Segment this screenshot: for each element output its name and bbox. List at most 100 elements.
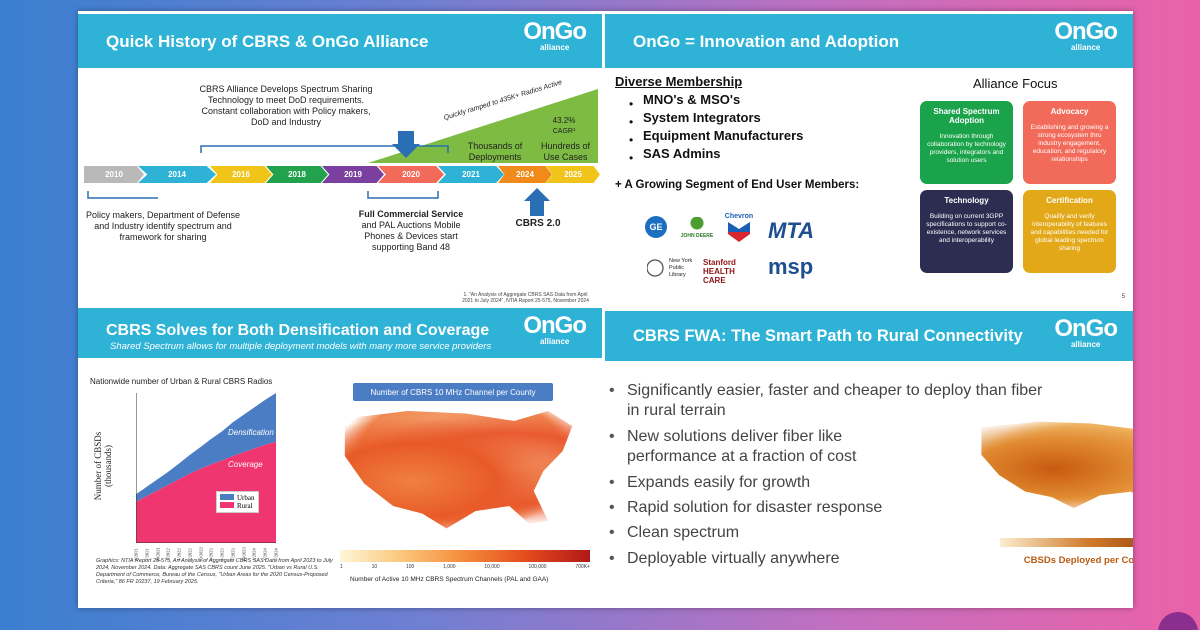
note-left: Policy makers, Department of Defense and…: [85, 210, 241, 242]
focus-adoption: Shared Spectrum Adoption Innovation throu…: [920, 101, 1013, 184]
ongo-logo: OnGo alliance: [1054, 315, 1118, 349]
year-2019: 2019: [322, 166, 384, 183]
focus-body: Innovation through collaboration by tech…: [927, 133, 1006, 164]
densification-header: CBRS Solves for Both Densification and C…: [78, 308, 602, 358]
fwa-bullet: Clean spectrum: [609, 523, 739, 543]
member-item: SAS Admins: [643, 146, 721, 161]
ongo-logo: OnGo alliance: [1054, 18, 1118, 52]
nypl-logo: New York Public Library: [647, 258, 697, 279]
growth-ramp: [368, 89, 598, 163]
focus-advocacy: Advocacy Establishing and growing a stron…: [1023, 101, 1116, 184]
legend-rural-label: Rural: [237, 502, 253, 510]
focus-body: Establishing and growing a strong ecosys…: [1030, 124, 1109, 163]
quadrant-densification: CBRS Solves for Both Densification and C…: [78, 308, 602, 608]
focus-certification: Certification Qualify and verify interope…: [1023, 190, 1116, 273]
credits: Graphics: NTIA Report 25-575, An Analysi…: [96, 558, 333, 585]
map-title: Number of CBRS 10 MHz Channel per County: [353, 383, 553, 401]
stanford-logo: Stanford HEALTH CARE: [703, 258, 736, 285]
logo-sub: alliance: [1070, 340, 1101, 349]
fwa-bullet: New solutions deliver fiber like perform…: [609, 427, 897, 467]
focus-body: Building on current 3GPP specifications …: [926, 213, 1007, 244]
quadrant-fwa: CBRS FWA: The Smart Path to Rural Connec…: [605, 308, 1133, 608]
logo-sub: alliance: [1070, 43, 1101, 52]
commercial-body: and PAL Auctions Mobile Phones & Devices…: [361, 220, 461, 252]
cbsd-map-label: CBSDs Deployed per County: [1023, 555, 1133, 566]
scale-label: Number of Active 10 MHz CBRS Spectrum Ch…: [350, 576, 549, 583]
logo-text: OnGo: [1054, 18, 1118, 45]
ge-logo: GE: [645, 216, 667, 238]
year-2021: 2021: [438, 166, 504, 183]
bracket-top: [200, 145, 449, 153]
legend-urban: Urban: [220, 494, 255, 502]
channel-county-map: [344, 411, 573, 529]
scale-tick: 1,000: [443, 564, 456, 570]
cagr-label: CAGR¹: [552, 128, 576, 135]
logo-text: OnGo: [523, 312, 587, 339]
fwa-bullet: Expands easily for growth: [609, 473, 810, 493]
innovation-header: OnGo = Innovation and Adoption OnGo allia…: [605, 14, 1133, 68]
note-top: CBRS Alliance Develops Spectrum Sharing …: [199, 84, 373, 127]
footnote: 1. "An Analysis of Aggregate CBRS SAS Da…: [462, 292, 589, 303]
history-header: Quick History of CBRS & OnGo Alliance On…: [78, 14, 602, 68]
radios-area-chart: [136, 393, 276, 543]
slide: Quick History of CBRS & OnGo Alliance On…: [78, 11, 1133, 608]
timeline: 2010 2014 2016 2018 2019 2020 2021 2024 …: [84, 166, 600, 183]
year-2018: 2018: [266, 166, 328, 183]
member-item: System Integrators: [643, 110, 761, 125]
cagr-value: 43.2%: [552, 116, 576, 125]
year-2016: 2016: [210, 166, 272, 183]
focus-title: Shared Spectrum Adoption: [933, 107, 1000, 125]
chart-legend: Urban Rural: [216, 491, 259, 513]
scale-tick: 10,000: [484, 564, 500, 570]
growing-text: + A Growing Segment of End User Members:: [615, 179, 860, 191]
focus-heading: Alliance Focus: [973, 76, 1058, 91]
area-label-coverage: Coverage: [228, 460, 263, 469]
scale-tick: 700K+: [575, 564, 590, 570]
scale-tick: 100,000: [528, 564, 547, 570]
history-title: Quick History of CBRS & OnGo Alliance: [106, 32, 429, 51]
commercial-title: Full Commercial Service: [358, 209, 464, 219]
year-2010: 2010: [84, 166, 144, 183]
bracket-left: [87, 191, 158, 199]
chart-ylabel: Number of CBSDs (thousands): [93, 431, 113, 501]
year-2020: 2020: [378, 166, 444, 183]
focus-title: Advocacy: [1050, 107, 1089, 116]
page-number: 5: [1121, 294, 1125, 300]
focus-body: Qualify and verify interoperability of f…: [1030, 213, 1109, 252]
history-graphic: [87, 89, 598, 216]
scale-tick: 10: [371, 564, 378, 570]
innovation-title: OnGo = Innovation and Adoption: [633, 32, 900, 51]
cbrs2-label: CBRS 2.0: [515, 218, 561, 229]
fwa-bullet: Deployable virtually anywhere: [609, 549, 840, 569]
member-item: MNO's & MSO's: [643, 92, 741, 107]
scale-ticks: 1 10 100 1,000 10,000 100,000 700K+: [340, 564, 590, 570]
corner-badge: [1158, 612, 1198, 630]
legend-urban-label: Urban: [237, 494, 255, 502]
year-2025: 2025: [546, 166, 600, 183]
thousands-text: Thousands of Deployments: [467, 141, 523, 162]
john-deere-logo: JOHN DEERE: [677, 217, 717, 239]
focus-title: Technology: [944, 196, 989, 205]
chart-title: Nationwide number of Urban & Rural CBRS …: [90, 377, 273, 386]
scale-tick: 100: [405, 564, 415, 570]
focus-title: Certification: [1046, 196, 1093, 205]
chevron-text: Chevron: [724, 213, 754, 220]
arrow-up-icon: [524, 188, 550, 216]
hundreds-text: Hundreds of Use Cases: [540, 141, 591, 162]
logo-sub: alliance: [539, 43, 570, 52]
logo-sub: alliance: [539, 337, 570, 346]
fwa-title: CBRS FWA: The Smart Path to Rural Connec…: [633, 327, 1023, 345]
logo-text: OnGo: [1054, 315, 1118, 342]
area-urban: [136, 393, 276, 502]
mta-logo: MTA: [768, 218, 815, 243]
map-color-scale: [340, 550, 590, 562]
ongo-logo: OnGo alliance: [523, 20, 587, 52]
year-2014: 2014: [138, 166, 216, 183]
membership-heading: Diverse Membership: [615, 74, 743, 89]
quadrant-innovation: OnGo = Innovation and Adoption OnGo allia…: [605, 11, 1133, 303]
member-item: Equipment Manufacturers: [643, 128, 804, 143]
year-2024: 2024: [498, 166, 552, 183]
area-label-densification: Densification: [228, 428, 274, 437]
fwa-bullet: Rapid solution for disaster response: [609, 498, 882, 518]
bracket-mid: [367, 191, 439, 199]
